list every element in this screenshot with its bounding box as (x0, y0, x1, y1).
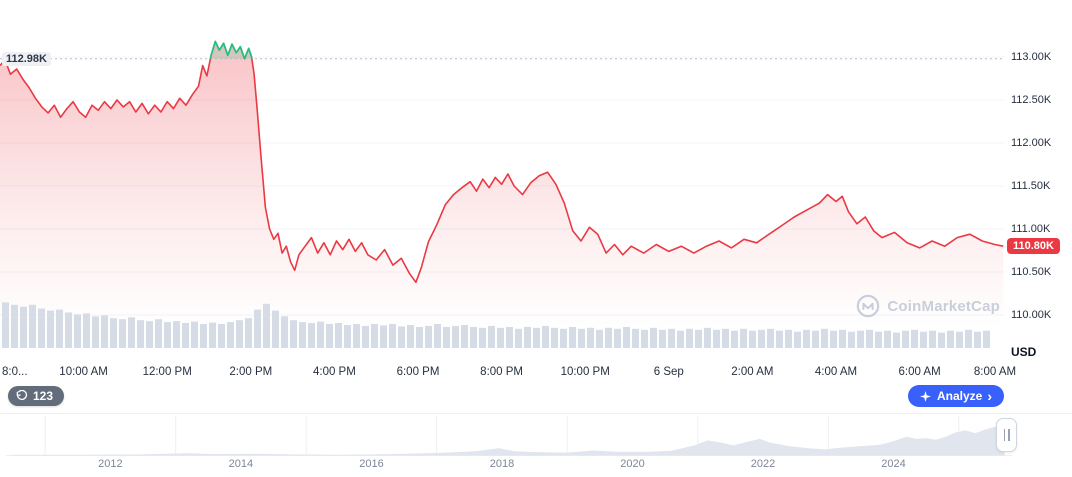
x-axis-tick: 8:00 AM (973, 366, 1017, 378)
y-axis-tick: 113.00K (1011, 51, 1052, 63)
navigator-year-label: 2018 (489, 458, 515, 470)
analyze-button[interactable]: Analyze › (907, 385, 1004, 407)
y-axis-tick: 111.00K (1011, 223, 1051, 235)
navigator-year-label: 2022 (750, 458, 776, 470)
navigator-year-label: 2020 (620, 458, 645, 470)
x-axis-tick: 8:0... (2, 366, 28, 378)
x-axis-tick: 6 Sep (653, 366, 684, 378)
price-chart-svg[interactable] (0, 0, 1005, 358)
sparkle-icon (919, 390, 931, 402)
y-axis-tick: 111.50K (1011, 180, 1051, 192)
x-axis-tick: 4:00 AM (814, 366, 858, 378)
analyze-label: Analyze (936, 389, 983, 403)
x-axis: 8:0... 10:00 AM 12:00 PM 2:00 PM 4:00 PM 6:00… (0, 358, 1016, 384)
x-axis-tick: 4:00 PM (312, 366, 356, 378)
price-chart-area: 112.98K CoinMarketCap 110.80K USD 113.00… (0, 0, 1072, 359)
y-axis-tick: 110.50K (1011, 266, 1052, 278)
previous-close-label: 112.98K (2, 51, 51, 66)
navigator-year-label: 2014 (228, 458, 254, 470)
watermark-text: CoinMarketCap (887, 297, 1000, 315)
navigator-year-label: 2016 (359, 458, 384, 470)
y-axis-tick: 112.00K (1011, 137, 1052, 149)
x-axis-tick: 6:00 PM (396, 366, 440, 378)
current-price-badge: 110.80K (1007, 238, 1060, 255)
navigator-year-label: 2024 (881, 458, 906, 470)
x-axis-tick: 2:00 PM (229, 366, 273, 378)
navigator-chart-svg[interactable] (6, 416, 1012, 457)
currency-unit-label: USD (1011, 345, 1037, 359)
watermark: CoinMarketCap (856, 294, 1000, 318)
annotations-count: 123 (33, 389, 54, 403)
x-axis-tick: 10:00 PM (560, 366, 610, 378)
navigator-year-label: 2012 (98, 458, 123, 470)
navigator-year-labels: 2012 2014 2016 2018 2020 2022 2024 (6, 458, 1012, 474)
y-axis: 110.80K USD 113.00K 112.50K 112.00K 111.50K… (1005, 0, 1072, 359)
navigator-drag-handle[interactable] (996, 418, 1017, 452)
x-axis-tick: 8:00 PM (480, 366, 524, 378)
range-navigator[interactable]: 2012 2014 2016 2018 2020 2022 2024 (0, 413, 1072, 477)
y-axis-tick: 110.00K (1011, 309, 1052, 321)
x-axis-tick: 2:00 AM (731, 366, 774, 378)
chevron-right-icon: › (987, 388, 992, 404)
x-axis-tick: 6:00 AM (898, 366, 941, 378)
annotations-count-badge[interactable]: 123 (8, 386, 65, 406)
x-axis-tick: 12:00 PM (142, 366, 192, 378)
x-axis-tick: 10:00 AM (59, 366, 108, 378)
controls-row: 123 Analyze › (0, 385, 1072, 411)
coinmarketcap-logo-icon (857, 294, 880, 318)
y-axis-tick: 112.50K (1011, 94, 1052, 106)
history-icon (16, 389, 28, 400)
